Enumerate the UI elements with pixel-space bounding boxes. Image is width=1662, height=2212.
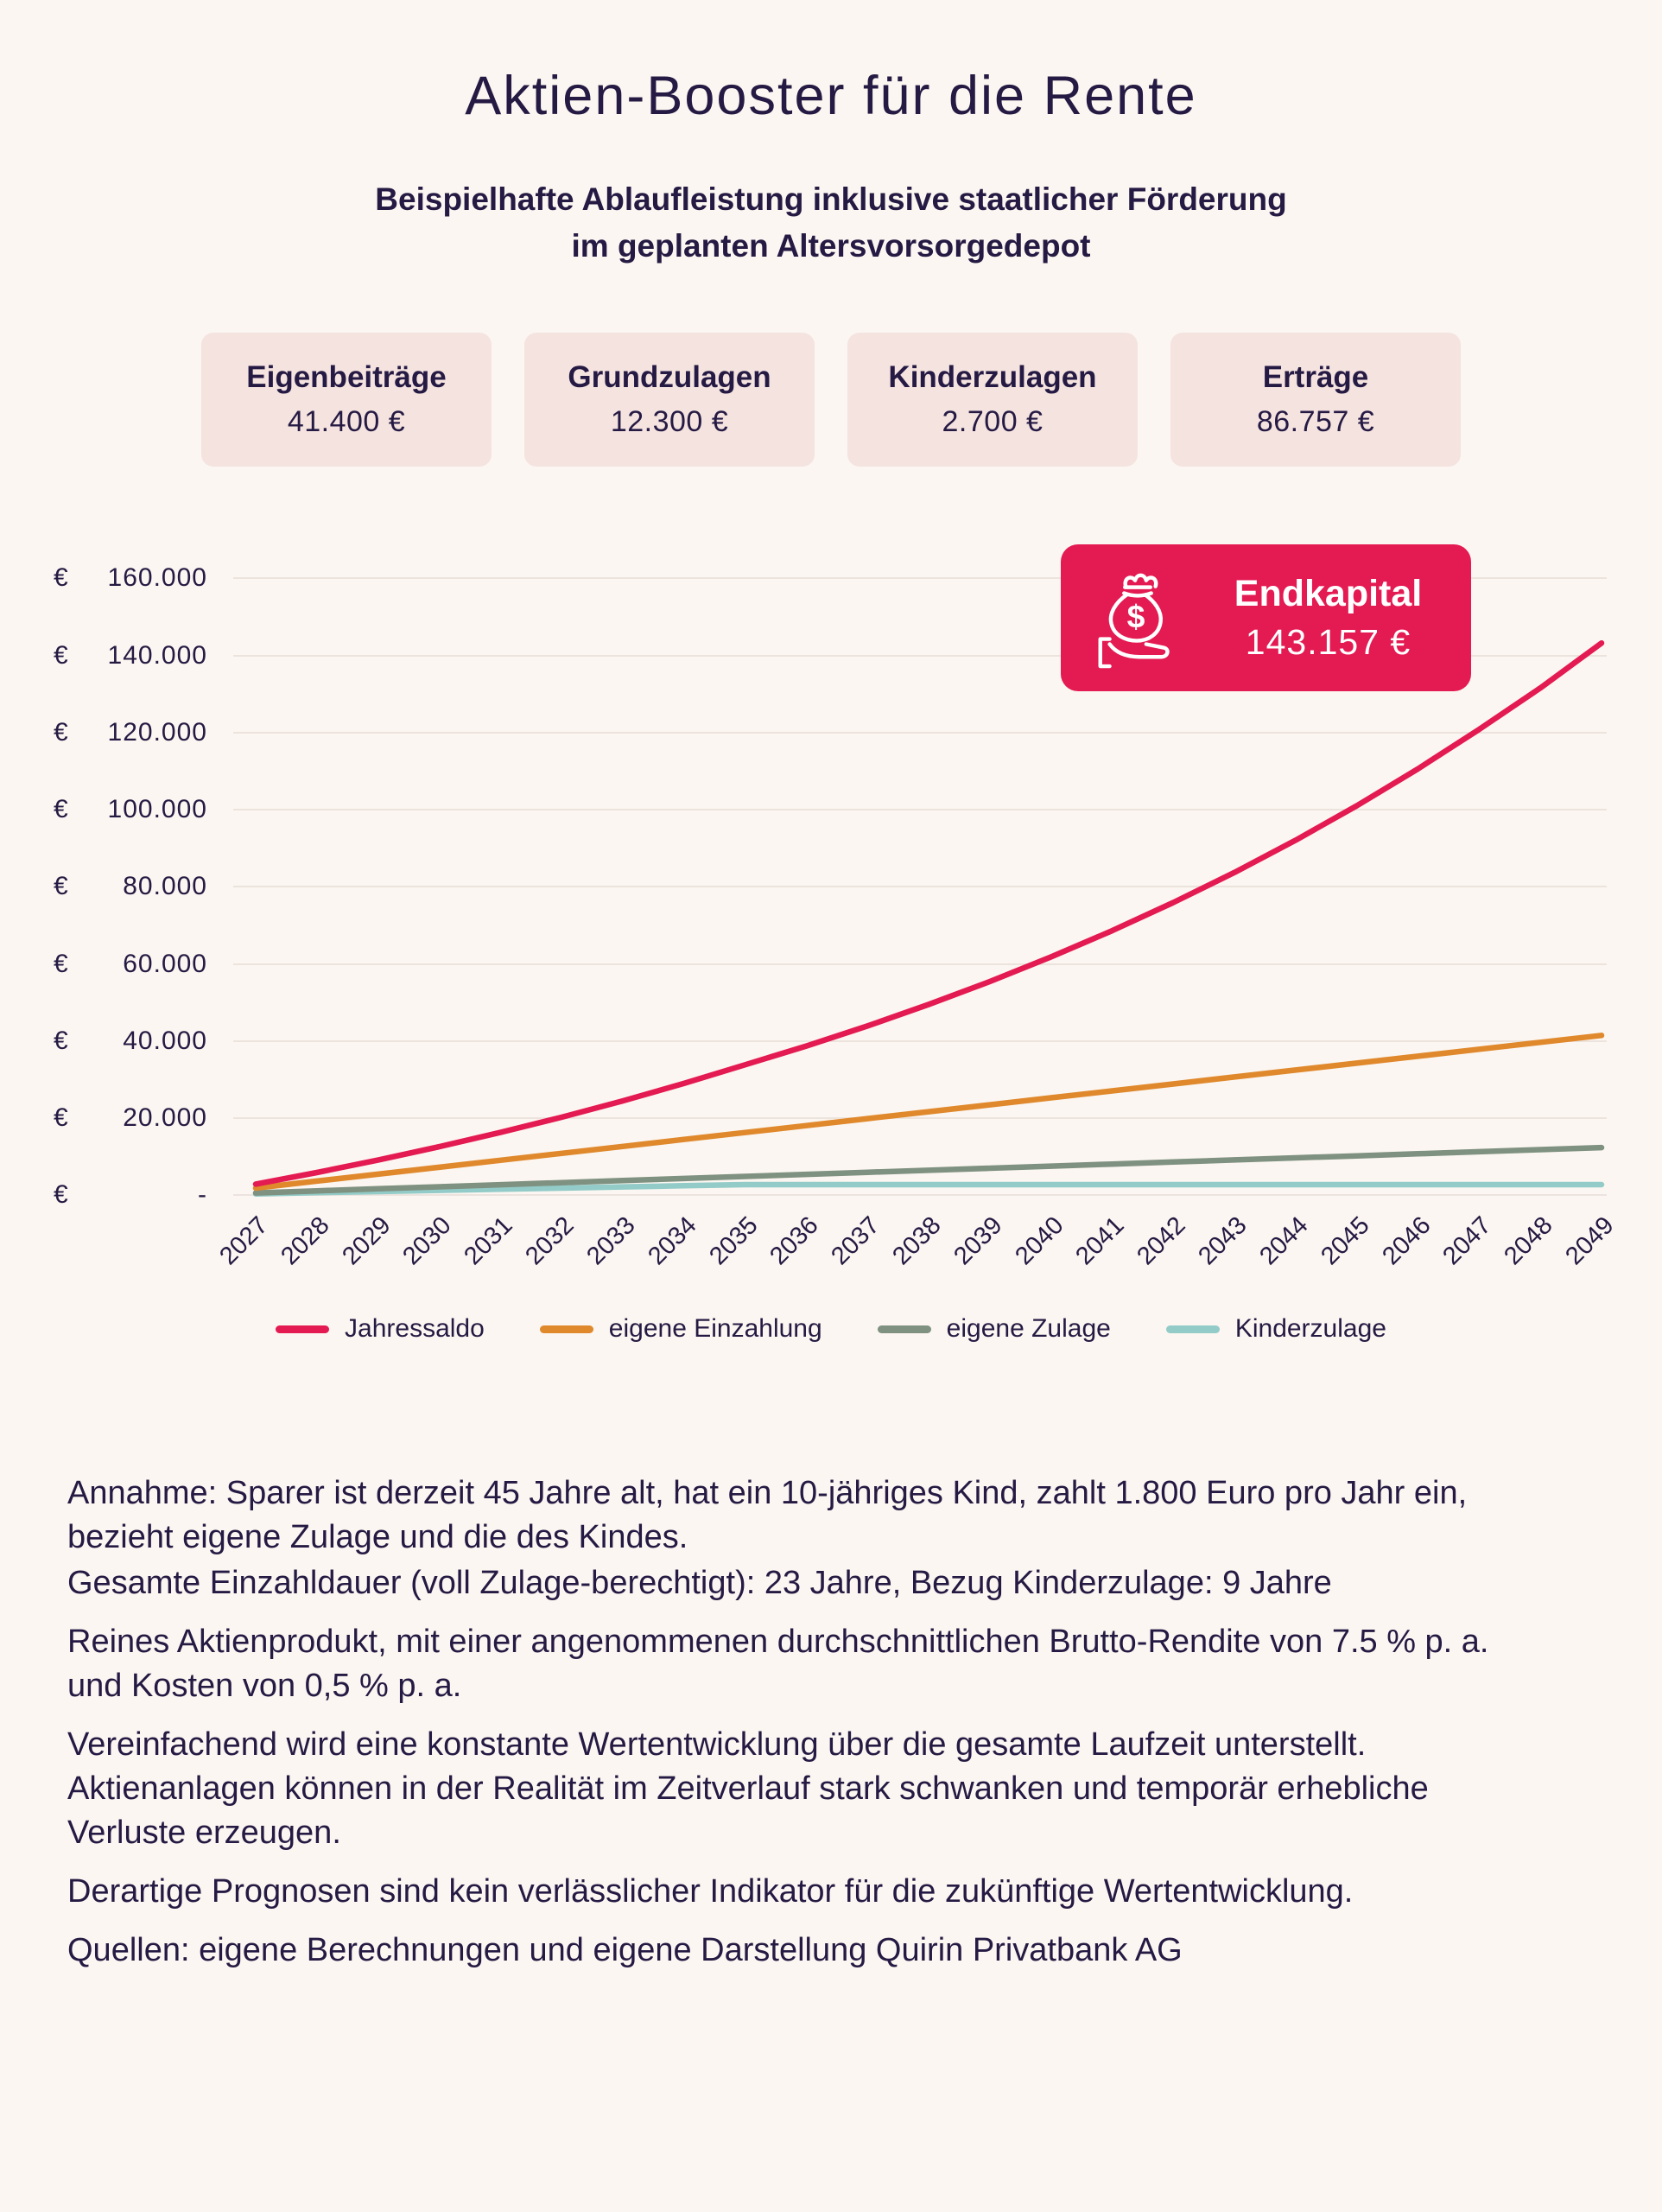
y-tick-value: -	[198, 1180, 207, 1210]
stat-box-eigenbeitraege: Eigenbeiträge 41.400 €	[201, 333, 492, 467]
y-axis-label: €20.000	[54, 1103, 207, 1133]
y-axis-label: €120.000	[54, 718, 207, 747]
series-line-jahressaldo	[252, 640, 1605, 1188]
y-tick-value: 20.000	[123, 1103, 207, 1133]
stat-value: 12.300 €	[610, 405, 729, 439]
footnote-quellen: Quellen: eigene Berechnungen und eigene …	[67, 1931, 1183, 1968]
gridline	[233, 1039, 1607, 1042]
gridline	[233, 654, 1607, 657]
legend-label: eigene Zulage	[946, 1314, 1111, 1344]
footnotes: Annahme: Sparer ist derzeit 45 Jahre alt…	[67, 1471, 1536, 1972]
y-axis-label: €140.000	[54, 641, 207, 671]
subtitle: Beispielhafte Ablaufleistung inklusive s…	[0, 176, 1662, 269]
currency-symbol: €	[54, 949, 69, 978]
y-axis-label: €100.000	[54, 795, 207, 824]
legend-label: Jahressaldo	[345, 1314, 485, 1344]
gridline	[233, 963, 1607, 965]
stat-label: Kinderzulagen	[888, 360, 1097, 395]
gridline	[233, 809, 1607, 811]
currency-symbol: €	[54, 640, 69, 670]
y-axis-label: €160.000	[54, 563, 207, 593]
currency-symbol: €	[54, 1180, 69, 1210]
y-tick-value: 160.000	[107, 563, 207, 593]
footnote-annahme: Annahme: Sparer ist derzeit 45 Jahre alt…	[67, 1475, 1468, 1556]
y-tick-value: 140.000	[107, 640, 207, 670]
gridline	[233, 1117, 1607, 1120]
stat-label: Grundzulagen	[568, 360, 771, 395]
stat-value: 2.700 €	[942, 405, 1044, 439]
footnote-wertentwicklung: Vereinfachend wird eine konstante Werten…	[67, 1726, 1429, 1851]
legend-item-kinderzulage: Kinderzulage	[1165, 1314, 1386, 1344]
y-axis-label: €80.000	[54, 872, 207, 901]
stat-label: Eigenbeiträge	[246, 360, 447, 395]
series-line-kinderzulage	[252, 1182, 1605, 1198]
chart-area: $ Endkapital 143.157 € €160.000 €140.000 €…	[0, 520, 1662, 1302]
currency-symbol: €	[54, 795, 69, 824]
legend-label: Kinderzulage	[1234, 1314, 1386, 1344]
legend-item-jahressaldo: Jahressaldo	[276, 1314, 485, 1344]
line-chart	[252, 640, 1605, 1198]
y-axis-label: € -	[54, 1180, 207, 1210]
y-tick-value: 60.000	[123, 949, 207, 978]
stat-box-grundzulagen: Grundzulagen 12.300 €	[524, 333, 815, 467]
stat-label: Erträge	[1262, 360, 1369, 395]
currency-symbol: €	[54, 1103, 69, 1133]
svg-text:$: $	[1127, 598, 1145, 634]
gridline	[233, 1194, 1607, 1197]
endkapital-text: Endkapital 143.157 €	[1211, 573, 1445, 664]
subtitle-line-1: Beispielhafte Ablaufleistung inklusive s…	[375, 181, 1287, 218]
y-axis-label: €60.000	[54, 950, 207, 979]
legend-swatch-jahressaldo	[276, 1325, 330, 1333]
y-tick-value: 40.000	[123, 1026, 207, 1055]
currency-symbol: €	[54, 563, 69, 593]
legend-swatch-kinderzulage	[1165, 1325, 1220, 1333]
gridline	[233, 886, 1607, 888]
gridline	[233, 731, 1607, 734]
y-tick-value: 80.000	[123, 872, 207, 901]
y-axis-label: €40.000	[54, 1027, 207, 1056]
endkapital-label: Endkapital	[1234, 573, 1423, 615]
stat-value: 41.400 €	[287, 405, 406, 439]
currency-symbol: €	[54, 872, 69, 901]
stat-box-kinderzulagen: Kinderzulagen 2.700 €	[847, 333, 1138, 467]
endkapital-badge: $ Endkapital 143.157 €	[1061, 544, 1471, 692]
legend-swatch-eigene-einzahlung	[539, 1325, 593, 1333]
currency-symbol: €	[54, 717, 69, 747]
legend-swatch-eigene-zulage	[877, 1325, 931, 1333]
stat-box-ertraege: Erträge 86.757 €	[1170, 333, 1461, 467]
infographic-page: Aktien-Booster für die Rente Beispielhaf…	[0, 67, 1662, 2212]
footnote-prognosen: Derartige Prognosen sind kein verlässlic…	[67, 1872, 1354, 1910]
series-line-eigene-einzahlung	[252, 1033, 1605, 1192]
footnote-rendite: Reines Aktienprodukt, mit einer angenomm…	[67, 1624, 1489, 1705]
subtitle-line-2: im geplanten Altersvorsorgedepot	[571, 227, 1091, 264]
series-line-eigene-zulage	[252, 1145, 1605, 1197]
stat-value: 86.757 €	[1256, 405, 1375, 439]
y-tick-value: 120.000	[107, 717, 207, 747]
legend-item-eigene-einzahlung: eigene Einzahlung	[539, 1314, 822, 1344]
legend-item-eigene-zulage: eigene Zulage	[877, 1314, 1111, 1344]
currency-symbol: €	[54, 1026, 69, 1055]
page-title: Aktien-Booster für die Rente	[465, 66, 1197, 126]
footnote-einzahldauer: Gesamte Einzahldauer (voll Zulage-berech…	[67, 1565, 1332, 1602]
money-bag-icon: $	[1098, 574, 1170, 669]
y-tick-value: 100.000	[107, 795, 207, 824]
chart-legend: Jahressaldo eigene Einzahlung eigene Zul…	[0, 1314, 1662, 1344]
endkapital-value: 143.157 €	[1245, 621, 1411, 662]
legend-label: eigene Einzahlung	[608, 1314, 822, 1344]
gridline	[233, 577, 1607, 580]
summary-stats-row: Eigenbeiträge 41.400 € Grundzulagen 12.3…	[0, 333, 1662, 467]
